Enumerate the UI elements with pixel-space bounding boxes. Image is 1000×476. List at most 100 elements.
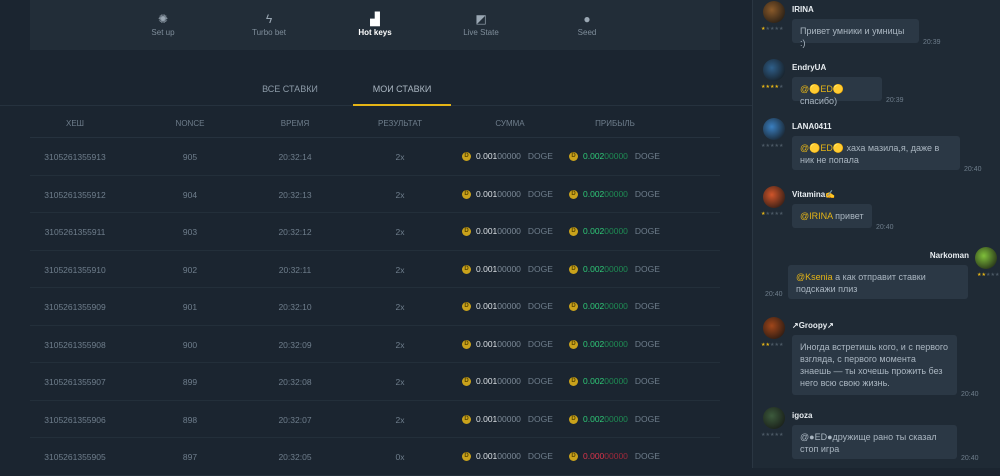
col-result: РЕЗУЛЬТАТ [378, 119, 422, 128]
currency-label: DOGE [634, 263, 660, 274]
message-text: @●ED●дружище рано ты сказал стоп игра [800, 432, 937, 454]
mention[interactable]: @🟡ED🟡 [800, 84, 845, 94]
doge-coin-icon: D [569, 339, 578, 349]
profit-cell: D 0.00200000 DOGE [569, 301, 660, 312]
star-icon: ★ [765, 432, 770, 438]
star-icon: ★ [774, 342, 779, 348]
avatar[interactable] [763, 1, 785, 23]
time-cell: 20:32:14 [278, 152, 312, 162]
avatar[interactable] [763, 317, 785, 339]
result-cell: 2x [395, 339, 405, 350]
time-cell: 20:32:08 [278, 377, 312, 387]
table-row: 3105261355909 901 20:32:10 2x D 0.00100000 DOG… [30, 288, 720, 326]
username[interactable]: IRINA [792, 5, 814, 14]
username[interactable]: Vitamina✍ [792, 190, 836, 199]
nonce-cell: 905 [182, 152, 198, 162]
keys-icon: ▟ [370, 12, 380, 26]
star-icon: ★ [990, 272, 995, 278]
amount-cell: D 0.00100000 DOGE [462, 226, 553, 237]
toolbar-turbo-bet-button[interactable]: ϟ Turbo bet [241, 0, 297, 50]
result-cell: 2x [395, 414, 405, 425]
doge-coin-icon: D [462, 452, 471, 462]
hash-cell[interactable]: 3105261355907 [44, 377, 106, 387]
doge-coin-icon: D [462, 414, 471, 424]
mention[interactable]: @Ksenia [796, 272, 833, 282]
doge-coin-icon: D [462, 189, 471, 199]
message-text: хаха мазила,я, даже в ник не попала [800, 143, 940, 165]
tab-my-bets[interactable]: МОИ СТАВКИ [353, 78, 451, 106]
currency-label: DOGE [527, 263, 553, 274]
hash-cell[interactable]: 3105261355910 [44, 264, 106, 275]
amount-value: 0.00100000 [476, 413, 521, 424]
currency-label: DOGE [527, 338, 553, 349]
username[interactable]: Narkoman [929, 251, 969, 260]
hash-cell[interactable]: 3105261355905 [44, 452, 106, 462]
rating-stars: ★★★★★ [761, 342, 783, 348]
message-time: 20:40 [765, 291, 783, 298]
hash-cell[interactable]: 3105261355911 [44, 227, 106, 237]
table-row: 3105261355908 900 20:32:09 2x D 0.00100000 DOG… [30, 326, 720, 363]
avatar[interactable] [763, 407, 785, 429]
time-cell: 20:32:11 [278, 264, 312, 275]
star-icon: ★ [774, 432, 779, 438]
currency-label: DOGE [527, 376, 553, 386]
amount-value: 0.00100000 [476, 226, 521, 236]
rating-stars: ★★★★★ [761, 143, 783, 149]
hash-cell[interactable]: 3105261355909 [44, 302, 106, 312]
message-bubble: @IRINA привет [792, 204, 872, 228]
table-header: ХЕШ NONCE ВРЕМЯ РЕЗУЛЬТАТ СУММА ПРИБЫЛЬ [30, 116, 720, 138]
col-nonce: NONCE [175, 119, 205, 128]
doge-coin-icon: D [462, 227, 471, 237]
bets-panel: ✺ Set up ϟ Turbo bet ▟ Hot keys ◩ Live State ● Se… [0, 0, 752, 462]
toolbar-label: Seed [577, 28, 597, 37]
table-row: 3105261355905 897 20:32:05 0x D 0.00100000 DOG… [30, 438, 720, 476]
star-icon: ★ [761, 84, 766, 90]
profit-value: 0.00200000 [583, 413, 628, 424]
star-icon: ★ [761, 432, 766, 438]
message-text: Привет умники и умницы :) [800, 26, 905, 48]
mention[interactable]: @IRINA [800, 211, 833, 221]
rating-stars: ★★★★★ [761, 26, 783, 32]
toolbar-seed-button[interactable]: ● Seed [559, 0, 615, 50]
time-cell: 20:32:13 [278, 189, 312, 200]
avatar[interactable] [763, 118, 785, 140]
chat-message: Vitamina✍ ★★★★★ @IRINA привет 20:40 [753, 185, 1000, 239]
doge-coin-icon: D [569, 452, 578, 462]
star-icon: ★ [994, 272, 1000, 278]
toolbar-hot-keys-button[interactable]: ▟ Hot keys [347, 0, 403, 50]
username[interactable]: LANA0411 [792, 122, 832, 131]
result-cell: 2x [395, 302, 405, 312]
rating-stars: ★★★★★ [761, 211, 783, 217]
chat-message: igoza ★★★★★ @●ED●дружище рано ты сказал ст… [753, 406, 1000, 470]
toolbar-label: Turbo bet [252, 28, 286, 37]
username[interactable]: igoza [792, 411, 813, 420]
hash-cell[interactable]: 3105261355913 [44, 152, 106, 162]
profit-cell: D 0.00200000 DOGE [569, 414, 660, 424]
doge-coin-icon: D [569, 189, 578, 199]
star-icon: ★ [769, 143, 775, 149]
doge-coin-icon: D [462, 264, 471, 274]
message-bubble: @🟡ED🟡 спасибо) [792, 77, 882, 106]
message-bubble: @●ED●дружище рано ты сказал стоп игра [792, 425, 957, 459]
username[interactable]: ↗Groopy↗ [792, 321, 834, 330]
avatar[interactable] [975, 247, 997, 269]
avatar[interactable] [763, 186, 785, 208]
avatar[interactable] [763, 59, 785, 81]
currency-label: DOGE [527, 413, 553, 424]
username[interactable]: EndryUA [792, 63, 827, 72]
toolbar-live-state-button[interactable]: ◩ Live State [453, 0, 509, 50]
profit-value: 0.00000000 [583, 451, 628, 461]
mention[interactable]: @🟡ED🟡 [800, 143, 845, 153]
hash-cell[interactable]: 3105261355912 [44, 189, 106, 200]
message-bubble: @🟡ED🟡 хаха мазила,я, даже в ник не попал… [792, 136, 960, 170]
bet-tabs: ВСЕ СТАВКИ МОИ СТАВКИ [0, 78, 752, 106]
profit-cell: D 0.00000000 DOGE [569, 451, 660, 462]
col-time: ВРЕМЯ [280, 119, 310, 128]
toolbar-set-up-button[interactable]: ✺ Set up [135, 0, 191, 50]
hash-cell[interactable]: 3105261355906 [44, 414, 106, 425]
message-time: 20:40 [964, 166, 982, 173]
star-icon: ★ [774, 26, 779, 32]
star-icon: ★ [774, 143, 779, 149]
tab-all-bets[interactable]: ВСЕ СТАВКИ [262, 84, 318, 94]
hash-cell[interactable]: 3105261355908 [44, 339, 106, 350]
